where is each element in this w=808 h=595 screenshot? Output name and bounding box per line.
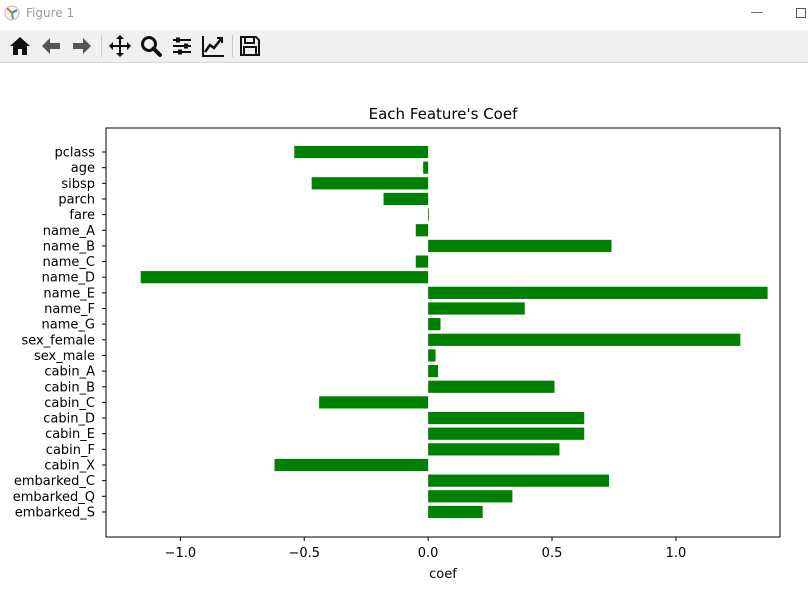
bar-cabin-F xyxy=(428,443,560,456)
y-tick-label: embarked_S xyxy=(15,505,95,520)
maximize-icon xyxy=(796,8,806,18)
x-tick-label: 1.0 xyxy=(666,546,687,561)
y-tick-label: sex_female xyxy=(21,333,95,348)
y-tick-label: cabin_A xyxy=(44,365,95,380)
bar-parch xyxy=(383,192,429,206)
home-icon xyxy=(10,37,30,55)
maximize-button[interactable] xyxy=(786,2,808,24)
axes-frame xyxy=(105,127,781,538)
bar-embarked-Q xyxy=(428,490,513,503)
back-button[interactable] xyxy=(38,33,64,59)
y-tick-label: cabin_F xyxy=(46,443,95,458)
bar-name-F xyxy=(428,302,525,315)
y-tick-label: cabin_D xyxy=(43,412,95,427)
forward-arrow-icon xyxy=(73,38,91,54)
y-axis-ticks: pclassagesibspparchfarename_Aname_Bname_… xyxy=(13,146,106,520)
y-tick-label: embarked_C xyxy=(14,474,95,489)
y-tick-label: sex_male xyxy=(34,349,95,364)
y-tick-label: name_E xyxy=(43,286,95,301)
x-tick-label: −0.5 xyxy=(288,546,320,561)
minimize-button[interactable]: — xyxy=(750,5,764,20)
figure-canvas: Each Feature's Coef pclass age sibsp parch f… xyxy=(0,63,808,591)
bar-name-D xyxy=(140,271,429,284)
bar-sibsp xyxy=(311,177,429,190)
x-tick-label: 0.5 xyxy=(542,546,563,561)
y-tick-label: name_A xyxy=(43,224,95,239)
pan-button[interactable] xyxy=(107,33,133,59)
x-axis-label: coef xyxy=(429,567,457,582)
back-arrow-icon xyxy=(42,38,60,54)
bar-cabin-C xyxy=(319,396,429,409)
y-tick-label: parch xyxy=(58,192,95,207)
bar-name-C xyxy=(415,255,429,268)
y-tick-label: sibsp xyxy=(61,177,95,192)
bar-cabin-D xyxy=(428,411,585,425)
toolbar-separator xyxy=(232,35,233,57)
navigation-toolbar xyxy=(0,30,808,63)
edit-axis-button[interactable] xyxy=(200,33,226,59)
bar-name-E xyxy=(428,286,768,299)
chart-title: Each Feature's Coef xyxy=(369,105,518,123)
y-tick-label: cabin_B xyxy=(44,380,95,395)
bars-group xyxy=(140,145,768,519)
bar-sex-female xyxy=(428,333,741,346)
forward-button[interactable] xyxy=(69,33,95,59)
y-tick-label: cabin_X xyxy=(44,459,95,474)
save-button[interactable] xyxy=(237,33,263,59)
matplotlib-app-icon xyxy=(4,5,20,21)
zoom-icon xyxy=(141,36,162,57)
zoom-button[interactable] xyxy=(138,33,164,59)
y-tick-label: name_G xyxy=(42,318,95,333)
edit-axis-icon xyxy=(202,36,224,57)
toolbar-separator xyxy=(101,35,102,57)
x-tick-label: −1.0 xyxy=(165,546,197,561)
bar-cabin-X xyxy=(274,458,429,472)
y-tick-label: name_C xyxy=(43,255,95,270)
bar-name-A xyxy=(415,224,429,237)
bar-embarked-S xyxy=(428,505,483,519)
bar-name-B xyxy=(428,239,612,252)
y-tick-label: cabin_C xyxy=(44,396,95,411)
bar-cabin-A xyxy=(428,365,439,378)
y-tick-label: embarked_Q xyxy=(13,490,95,505)
y-tick-label: fare xyxy=(69,208,95,223)
bar-pclass xyxy=(294,145,429,159)
bar-sex-male xyxy=(428,349,436,362)
y-tick-label: name_F xyxy=(44,302,95,317)
bar-age xyxy=(423,161,429,174)
y-tick-label: cabin_E xyxy=(45,427,95,442)
configure-subplots-icon xyxy=(173,37,191,55)
x-axis-ticks: −1.0 −0.5 0.0 0.5 1.0 xyxy=(165,537,687,561)
window-title: Figure 1 xyxy=(26,6,75,20)
bar-embarked-C xyxy=(428,474,610,487)
y-tick-label: name_B xyxy=(43,239,95,254)
home-button[interactable] xyxy=(7,33,33,59)
bar-cabin-B xyxy=(428,380,555,393)
bar-cabin-E xyxy=(428,427,585,440)
bar-fare xyxy=(428,208,429,221)
save-icon xyxy=(240,36,260,56)
pan-icon xyxy=(109,35,131,57)
x-tick-label: 0.0 xyxy=(418,546,439,561)
y-tick-label: pclass xyxy=(54,146,95,161)
bar-name-G xyxy=(428,318,441,331)
y-tick-label: age xyxy=(71,161,95,176)
window-titlebar: Figure 1 — xyxy=(0,0,808,28)
configure-subplots-button[interactable] xyxy=(169,33,195,59)
bar-chart: Each Feature's Coef pclassagesibspparchf… xyxy=(13,105,781,582)
y-tick-label: name_D xyxy=(42,271,95,286)
